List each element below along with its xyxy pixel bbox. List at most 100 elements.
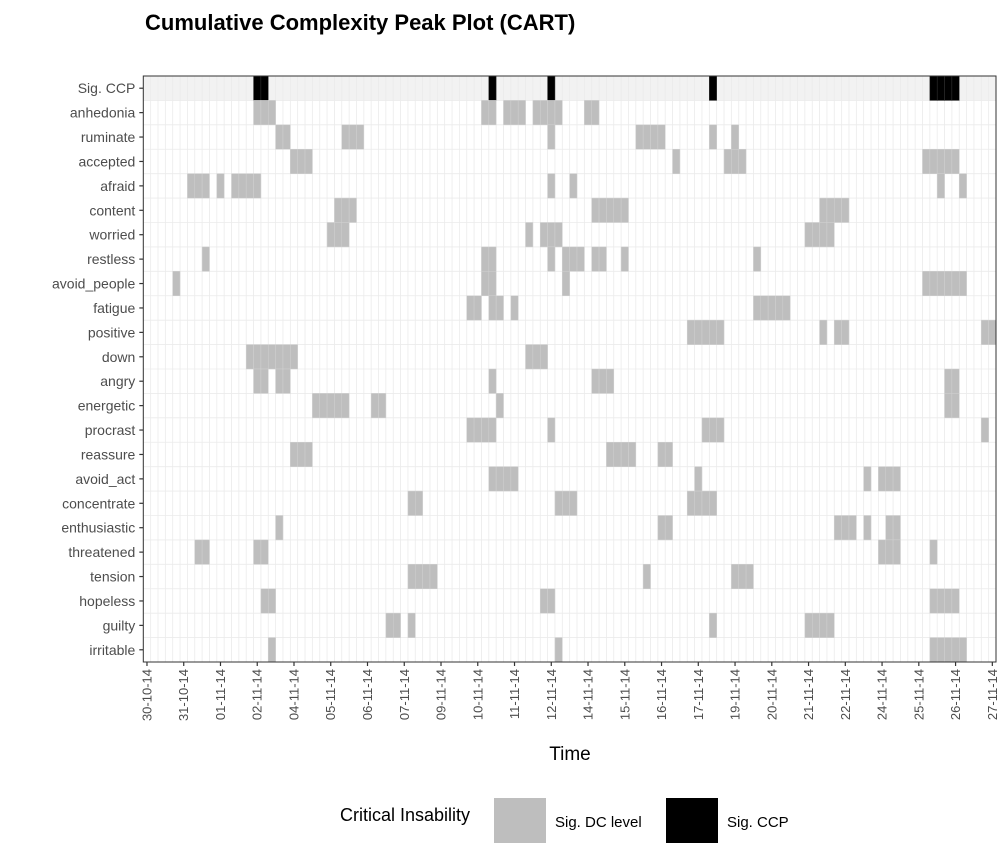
cell-sig-dc-level xyxy=(936,173,945,199)
cell-sig-dc-level xyxy=(473,417,482,443)
cell-sig-dc-level xyxy=(738,564,747,589)
cell-sig-dc-level xyxy=(392,612,401,638)
cell-sig-dc-level xyxy=(253,100,262,126)
cell-sig-dc-level xyxy=(701,319,710,345)
cell-sig-dc-level xyxy=(642,564,651,589)
x-tick-label: 30-10-14 xyxy=(139,669,154,721)
cell-sig-dc-level xyxy=(275,124,284,150)
cell-sig-dc-level xyxy=(319,393,328,419)
cell-sig-dc-level xyxy=(341,222,350,248)
cell-sig-dc-level xyxy=(591,100,600,126)
cell-sig-dc-level xyxy=(260,368,269,394)
cell-sig-dc-level xyxy=(334,222,343,248)
cell-sig-dc-level xyxy=(268,637,276,663)
cell-sig-dc-level xyxy=(547,100,556,126)
cell-sig-dc-level xyxy=(701,417,710,443)
cell-sig-dc-level xyxy=(584,100,592,126)
y-tick-label: fatigue xyxy=(93,300,135,316)
cell-sig-dc-level xyxy=(517,100,526,126)
cell-sig-dc-level xyxy=(341,197,350,223)
y-tick-label: angry xyxy=(100,373,135,389)
cell-sig-dc-level xyxy=(620,246,629,272)
cell-sig-dc-level xyxy=(481,417,490,443)
cell-sig-dc-level xyxy=(782,295,791,321)
cell-sig-dc-level xyxy=(709,124,717,150)
cell-sig-dc-level xyxy=(532,100,541,126)
cell-sig-dc-level xyxy=(268,100,276,126)
cell-sig-dc-level xyxy=(341,393,350,419)
cell-sig-dc-level xyxy=(951,149,960,174)
cell-sig-dc-level xyxy=(664,515,673,541)
x-tick-label: 19-11-14 xyxy=(728,669,743,720)
cell-sig-dc-level xyxy=(944,271,953,297)
cell-sig-dc-level xyxy=(201,246,210,272)
cell-sig-dc-level xyxy=(936,637,945,663)
cell-sig-dc-level xyxy=(951,588,960,614)
cell-sig-dc-level xyxy=(539,344,548,370)
cell-sig-dc-level xyxy=(944,588,953,614)
cell-sig-dc-level xyxy=(620,197,629,223)
cell-sig-dc-level xyxy=(694,490,703,516)
cell-sig-ccp xyxy=(253,75,262,101)
cell-sig-dc-level xyxy=(260,588,269,614)
cell-sig-dc-level xyxy=(753,295,762,321)
cell-sig-dc-level xyxy=(554,637,563,663)
cell-sig-dc-level xyxy=(422,564,431,589)
cell-sig-dc-level xyxy=(936,149,945,174)
x-tick-label: 01-11-14 xyxy=(213,669,228,720)
cell-sig-dc-level xyxy=(481,271,490,297)
cell-sig-dc-level xyxy=(694,466,703,492)
cell-sig-dc-level xyxy=(613,442,622,467)
cell-sig-dc-level xyxy=(275,344,284,370)
cell-sig-dc-level xyxy=(657,124,666,150)
heatmap-cells xyxy=(172,75,997,663)
cell-sig-dc-level xyxy=(348,197,357,223)
cell-sig-dc-level xyxy=(539,100,548,126)
cell-sig-dc-level xyxy=(951,271,960,297)
cell-sig-ccp xyxy=(488,75,497,101)
cell-sig-dc-level xyxy=(253,344,262,370)
cell-sig-dc-level xyxy=(466,417,475,443)
cell-sig-dc-level xyxy=(929,271,938,297)
cell-sig-dc-level xyxy=(407,612,416,638)
cell-sig-dc-level xyxy=(834,319,842,345)
cell-sig-dc-level xyxy=(245,173,254,199)
cell-sig-dc-level xyxy=(863,466,872,492)
cell-sig-dc-level xyxy=(922,149,931,174)
cell-sig-dc-level xyxy=(834,197,842,223)
cell-sig-dc-level xyxy=(672,149,681,174)
cell-sig-dc-level xyxy=(253,539,262,565)
cell-sig-dc-level xyxy=(878,466,886,492)
x-tick-label: 22-11-14 xyxy=(838,669,853,720)
cell-sig-dc-level xyxy=(694,319,703,345)
cell-sig-dc-level xyxy=(826,197,835,223)
cell-sig-dc-level xyxy=(944,149,953,174)
cell-sig-dc-level xyxy=(716,417,725,443)
cell-sig-ccp xyxy=(951,75,960,101)
y-tick-label: ruminate xyxy=(81,129,136,145)
cell-sig-dc-level xyxy=(201,173,210,199)
cell-sig-dc-level xyxy=(275,368,284,394)
cell-sig-dc-level xyxy=(929,539,938,565)
cell-sig-dc-level xyxy=(958,271,967,297)
cell-sig-dc-level xyxy=(532,344,541,370)
cell-sig-dc-level xyxy=(819,197,828,223)
cell-sig-dc-level xyxy=(650,124,659,150)
cell-sig-dc-level xyxy=(539,588,548,614)
cell-sig-dc-level xyxy=(657,442,666,467)
cell-sig-dc-level xyxy=(260,100,269,126)
cell-sig-dc-level xyxy=(312,393,320,419)
cell-sig-dc-level xyxy=(804,612,813,638)
cell-sig-dc-level xyxy=(598,197,607,223)
cell-sig-dc-level xyxy=(510,466,519,492)
cell-sig-dc-level xyxy=(260,539,269,565)
cell-sig-dc-level xyxy=(628,442,637,467)
cell-sig-dc-level xyxy=(481,100,490,126)
y-tick-label: enthusiastic xyxy=(61,520,135,536)
cell-sig-dc-level xyxy=(562,246,570,272)
y-tick-label: threatened xyxy=(68,544,135,560)
x-tick-label: 10-11-14 xyxy=(470,669,485,720)
cell-sig-dc-level xyxy=(723,149,732,174)
cell-sig-dc-level xyxy=(510,295,519,321)
legend-key-sig-dc-level xyxy=(494,798,546,843)
